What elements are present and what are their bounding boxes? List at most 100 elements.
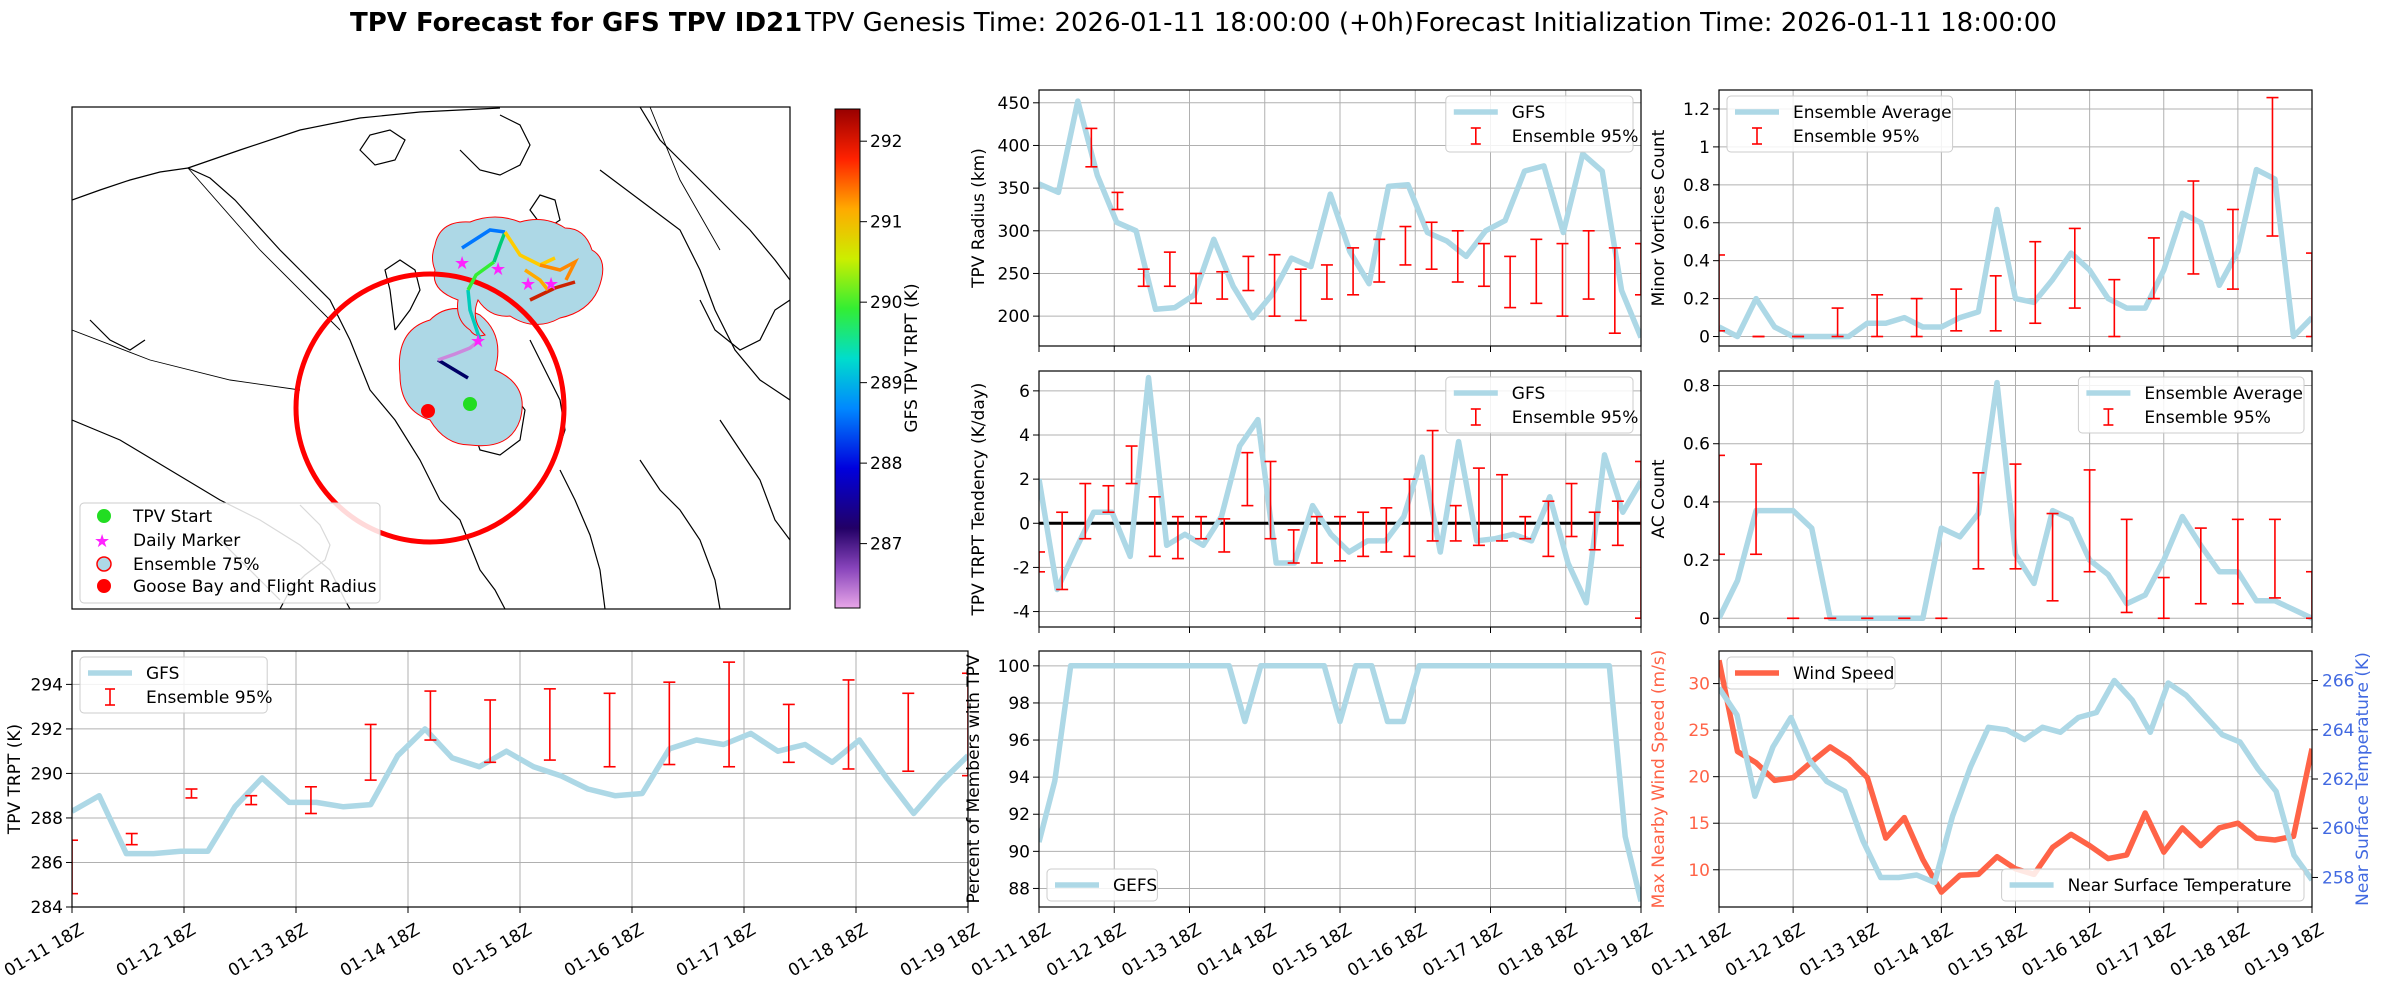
y-tick-label: 1 (1699, 138, 1710, 158)
x-tick-label: 01-13 18Z (225, 920, 311, 981)
plot-area (72, 661, 968, 895)
legend-start-marker (97, 509, 111, 523)
y-tick-label: 0.6 (1683, 214, 1710, 234)
plot-area (1719, 379, 2312, 622)
tpv-start-marker (463, 397, 477, 411)
legend-ensemble-marker (96, 556, 112, 572)
error-bar (842, 679, 855, 770)
error-bar (603, 692, 616, 768)
x-tick-label: 01-18 18Z (785, 920, 871, 981)
error-bar (1425, 221, 1438, 271)
axes-frame (1718, 370, 2313, 628)
error-bar (2009, 463, 2022, 570)
error-bar (1310, 515, 1323, 564)
y-tick-label: 92 (1008, 805, 1030, 825)
error-bar (1102, 484, 1115, 514)
error-bar (424, 690, 437, 741)
legend-box (1046, 868, 1158, 902)
error-bar (2108, 278, 2121, 338)
y-tick-label: 400 (998, 136, 1030, 156)
legend-label: Ensemble 95% (1512, 408, 1639, 428)
error-bar (1451, 230, 1464, 283)
legend-label: GFS (1512, 103, 1545, 123)
y-tick-label: 0.8 (1683, 377, 1710, 397)
colorbar-tick-label: 289 (870, 374, 902, 394)
y-tick-label: 200 (998, 307, 1030, 327)
error-bar (185, 788, 198, 799)
tendency-panel: -4 -2 0 2 4 6 TPV TRPT Tendency (K/day) GFS Ense… (969, 370, 1642, 633)
error-bar (1403, 478, 1416, 558)
y-tick-label: 0 (1699, 328, 1710, 348)
legend-goose-bay: Goose Bay and Flight Radius (133, 577, 377, 597)
error-bar (1472, 467, 1485, 547)
error-bar (2187, 180, 2200, 275)
y-axis-label: Max Nearby Wind Speed (m/s) (1649, 650, 1669, 909)
error-bar (1950, 288, 1963, 332)
legend-box (2077, 376, 2305, 434)
error-bar (1582, 230, 1595, 300)
daily-marker: ★ (454, 253, 470, 274)
legend: GFS Ensemble 95% (1445, 376, 1639, 434)
tpv-track (437, 228, 580, 380)
error-bar (364, 723, 377, 781)
error-bar (1334, 515, 1346, 562)
legend: Wind Speed (1726, 656, 1896, 690)
y-tick-label: 0.2 (1683, 551, 1710, 571)
error-bar (1190, 272, 1203, 305)
y-tick-label: -2 (1013, 558, 1030, 578)
error-bar (2266, 96, 2279, 237)
error-bar (1320, 264, 1333, 300)
error-bar (1125, 445, 1138, 485)
y-tick-label: 0 (1019, 514, 1030, 534)
legend: Ensemble Average Ensemble 95% (2077, 376, 2305, 434)
x-tick-label: 01-11 18Z (1648, 920, 1734, 981)
error-bar (2147, 237, 2160, 300)
axes-frame (1718, 89, 2313, 347)
y-tick-label: 100 (998, 657, 1030, 677)
error-bar (543, 688, 556, 761)
plot-area (1039, 663, 1641, 903)
y-tick-label: 0.8 (1683, 176, 1710, 196)
x-tick-label: 01-14 18Z (337, 920, 423, 981)
x-tick-label: 01-13 18Z (1796, 920, 1882, 981)
y-tick-label: 94 (1008, 768, 1030, 788)
error-bar (2226, 208, 2239, 290)
x-tick-label: 01-18 18Z (1495, 920, 1581, 981)
legend-box (1726, 656, 1896, 690)
error-bar (1972, 472, 1985, 570)
error-bar (1195, 515, 1208, 540)
series-line (1039, 663, 1641, 903)
error-bar (1085, 127, 1098, 168)
legend-label: Ensemble Average (1793, 103, 1952, 123)
legend: Near Surface Temperature (2001, 868, 2305, 902)
legend: GFS Ensemble 95% (79, 656, 273, 714)
x-tick-label: 01-17 18Z (673, 920, 759, 981)
y-axis-label: TPV TRPT (K) (5, 724, 25, 835)
error-bar (1216, 270, 1229, 300)
error-bar (2029, 240, 2042, 325)
error-bar (2046, 512, 2059, 602)
error-bar (902, 692, 915, 773)
error-bar (1242, 255, 1255, 292)
x-tick-label: 01-19 18Z (897, 920, 983, 981)
legend-box (2001, 868, 2305, 902)
error-bar (1347, 247, 1360, 296)
error-bar (1218, 518, 1231, 553)
error-bar (1565, 482, 1578, 538)
x-tick-label: 01-17 18Z (2093, 920, 2179, 981)
x-tick-label: 01-19 18Z (2241, 920, 2327, 981)
error-bar (1137, 268, 1150, 288)
x-tick-label: 01-12 18Z (113, 920, 199, 981)
y-axis-label: Percent of Members with TPV (964, 654, 984, 903)
x-tick-label: 01-19 18Z (1570, 920, 1656, 981)
radius-panel: 200 250 300 350 400 450 TPV Radius (km) GFS Ense… (969, 89, 1642, 352)
y-axis-label: TPV Radius (km) (969, 148, 989, 289)
legend-label: GEFS (1113, 876, 1157, 896)
y-tick-label: 15 (1688, 814, 1710, 834)
x-tick-label: 01-12 18Z (1043, 920, 1129, 981)
error-bar (1504, 255, 1517, 309)
error-bar (1635, 460, 1641, 619)
y-tick-label: 0 (1699, 609, 1710, 629)
y-tick-label: 30 (1688, 675, 1710, 695)
